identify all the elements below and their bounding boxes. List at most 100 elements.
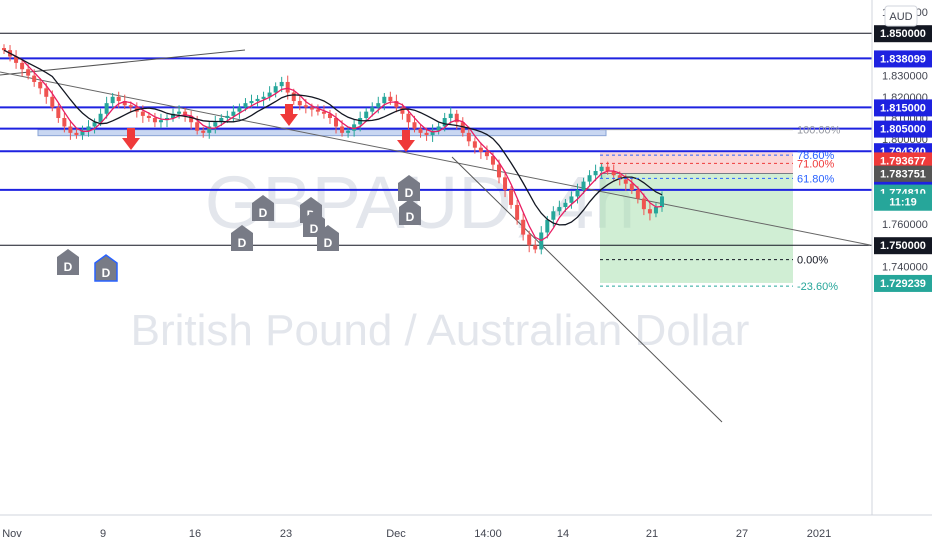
down-arrow-2: [397, 130, 415, 152]
currency-badge[interactable]: [884, 5, 918, 27]
candle-body-73: [442, 118, 447, 127]
candle-body-20: [122, 101, 127, 106]
currency-label: AUD: [889, 11, 912, 23]
price-axis[interactable]: [872, 0, 932, 515]
moving-averages: [3, 49, 663, 242]
price-label-3: 1.805000: [880, 124, 926, 136]
price-label-bg-5: [874, 152, 932, 170]
candle-body-80: [484, 151, 489, 157]
moving-average-0: [3, 49, 663, 242]
candle-body-86: [521, 219, 526, 235]
candle-body-70: [424, 132, 429, 135]
candle-body-103: [623, 179, 628, 184]
dividend-badge-5: [303, 211, 325, 237]
x-tick-3: 23: [280, 528, 292, 540]
candle-body-106: [641, 198, 646, 210]
candle-body-44: [267, 92, 272, 97]
horizontal-levels: [0, 32, 872, 246]
candle-body-13: [80, 130, 85, 135]
down-arrow-0: [122, 128, 140, 150]
candle-body-75: [454, 113, 459, 123]
candle-body-21: [128, 105, 133, 108]
candle-body-37: [225, 115, 230, 118]
fib-label-0: 100.00%: [797, 125, 841, 137]
y-tick-3: 1.830000: [882, 71, 928, 83]
candle-body-5: [32, 75, 37, 82]
candle-body-8: [50, 96, 55, 108]
candle-body-35: [213, 122, 218, 127]
x-tick-2: 16: [189, 528, 201, 540]
symbol-watermark: GBPAUD, 4h: [205, 161, 635, 244]
candle-body-72: [436, 126, 441, 131]
price-label-bg-2: [874, 99, 932, 117]
candle-body-42: [255, 98, 260, 102]
x-ticks: Nov 9 16 23 Dec 14:00 14 21 27 2021: [2, 528, 831, 540]
candle-body-34: [207, 126, 212, 133]
candle-body-51: [309, 107, 314, 110]
candle-body-90: [545, 219, 550, 233]
candle-body-31: [189, 115, 194, 123]
candle-body-56: [340, 126, 345, 133]
candle-body-71: [430, 130, 435, 135]
candle-body-78: [472, 141, 477, 148]
candle-body-50: [303, 105, 308, 108]
candle-body-54: [327, 113, 332, 118]
fib-label-4: 0.00%: [797, 255, 828, 267]
moving-average-1: [3, 49, 663, 226]
candle-body-107: [647, 209, 652, 214]
candle-body-49: [297, 101, 302, 106]
x-tick-1: 9: [100, 528, 106, 540]
candle-body-87: [527, 234, 532, 246]
candle-body-46: [279, 81, 284, 87]
trade-zones: [37, 129, 793, 283]
candle-body-15: [92, 122, 97, 127]
candle-body-74: [448, 113, 453, 118]
candle-body-48: [291, 92, 296, 102]
candle-body-0: [2, 48, 6, 51]
candle-body-100: [605, 166, 610, 171]
candle-body-66: [400, 107, 405, 114]
candle-body-82: [497, 164, 502, 178]
candle-body-6: [38, 81, 43, 89]
dividend-badge-2: [231, 225, 253, 251]
dividend-label-1: D: [102, 266, 111, 280]
candle-body-109: [660, 196, 664, 208]
price-label-bg-11: [874, 274, 932, 292]
candle-body-40: [243, 103, 248, 108]
candle-body-9: [56, 107, 61, 118]
candle-body-68: [412, 122, 417, 129]
candle-body-25: [152, 118, 157, 123]
price-label-bg-6: [874, 165, 932, 183]
candle-body-17: [104, 103, 109, 114]
price-label-1: 1.838099: [880, 53, 926, 65]
price-label-bg-9: [874, 193, 932, 211]
price-label-6: 1.783751: [880, 169, 926, 181]
candle-body-94: [569, 196, 574, 203]
y-tick-12: 1.740000: [882, 261, 928, 273]
dividend-label-5: D: [310, 222, 319, 236]
dividend-label-0: D: [64, 260, 73, 274]
fib-label-1: 78.60%: [797, 150, 835, 162]
candle-body-61: [370, 107, 375, 112]
x-tick-7: 21: [646, 528, 658, 540]
dividend-label-7: D: [406, 210, 415, 224]
fib-levels: 100.00% 78.60%71.00% 61.80% 0.00% -23.60%: [600, 125, 841, 293]
price-label-11: 1.729239: [880, 278, 926, 290]
candle-body-24: [146, 115, 151, 118]
dividend-badge-6: [317, 225, 339, 251]
x-tick-8: 27: [736, 528, 748, 540]
candle-body-10: [62, 118, 67, 127]
candle-body-11: [68, 126, 73, 133]
x-tick-5: 14:00: [474, 528, 502, 540]
candle-body-64: [388, 96, 393, 102]
candle-body-92: [557, 207, 562, 212]
x-tick-6: 14: [557, 528, 569, 540]
candle-body-32: [195, 122, 200, 131]
candle-body-69: [418, 128, 423, 133]
dividend-label-6: D: [324, 236, 333, 250]
dividend-badge-3: [252, 195, 274, 221]
fib-label-5: -23.60%: [797, 281, 838, 293]
price-label-9: 11:19: [889, 197, 917, 209]
support-zone: [37, 129, 607, 137]
